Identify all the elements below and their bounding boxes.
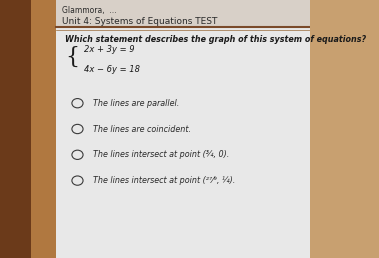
Text: 2x + 3y = 9: 2x + 3y = 9 — [84, 45, 134, 53]
Polygon shape — [56, 0, 310, 258]
Polygon shape — [0, 0, 31, 258]
Text: Glammora,  ...: Glammora, ... — [62, 6, 116, 15]
Text: The lines intersect at point (²⁷⁄⁹, ¼).: The lines intersect at point (²⁷⁄⁹, ¼). — [93, 176, 235, 185]
Polygon shape — [56, 0, 310, 26]
Text: 4x − 6y = 18: 4x − 6y = 18 — [84, 65, 140, 74]
Text: The lines are parallel.: The lines are parallel. — [93, 99, 179, 108]
Text: Unit 4: Systems of Equations TEST: Unit 4: Systems of Equations TEST — [62, 17, 218, 26]
Polygon shape — [31, 0, 56, 258]
Text: The lines intersect at point (¾, 0).: The lines intersect at point (¾, 0). — [93, 150, 229, 159]
Text: Which statement describes the graph of this system of equations?: Which statement describes the graph of t… — [65, 35, 366, 44]
Text: {: { — [65, 46, 79, 68]
Text: The lines are coincident.: The lines are coincident. — [93, 125, 191, 133]
